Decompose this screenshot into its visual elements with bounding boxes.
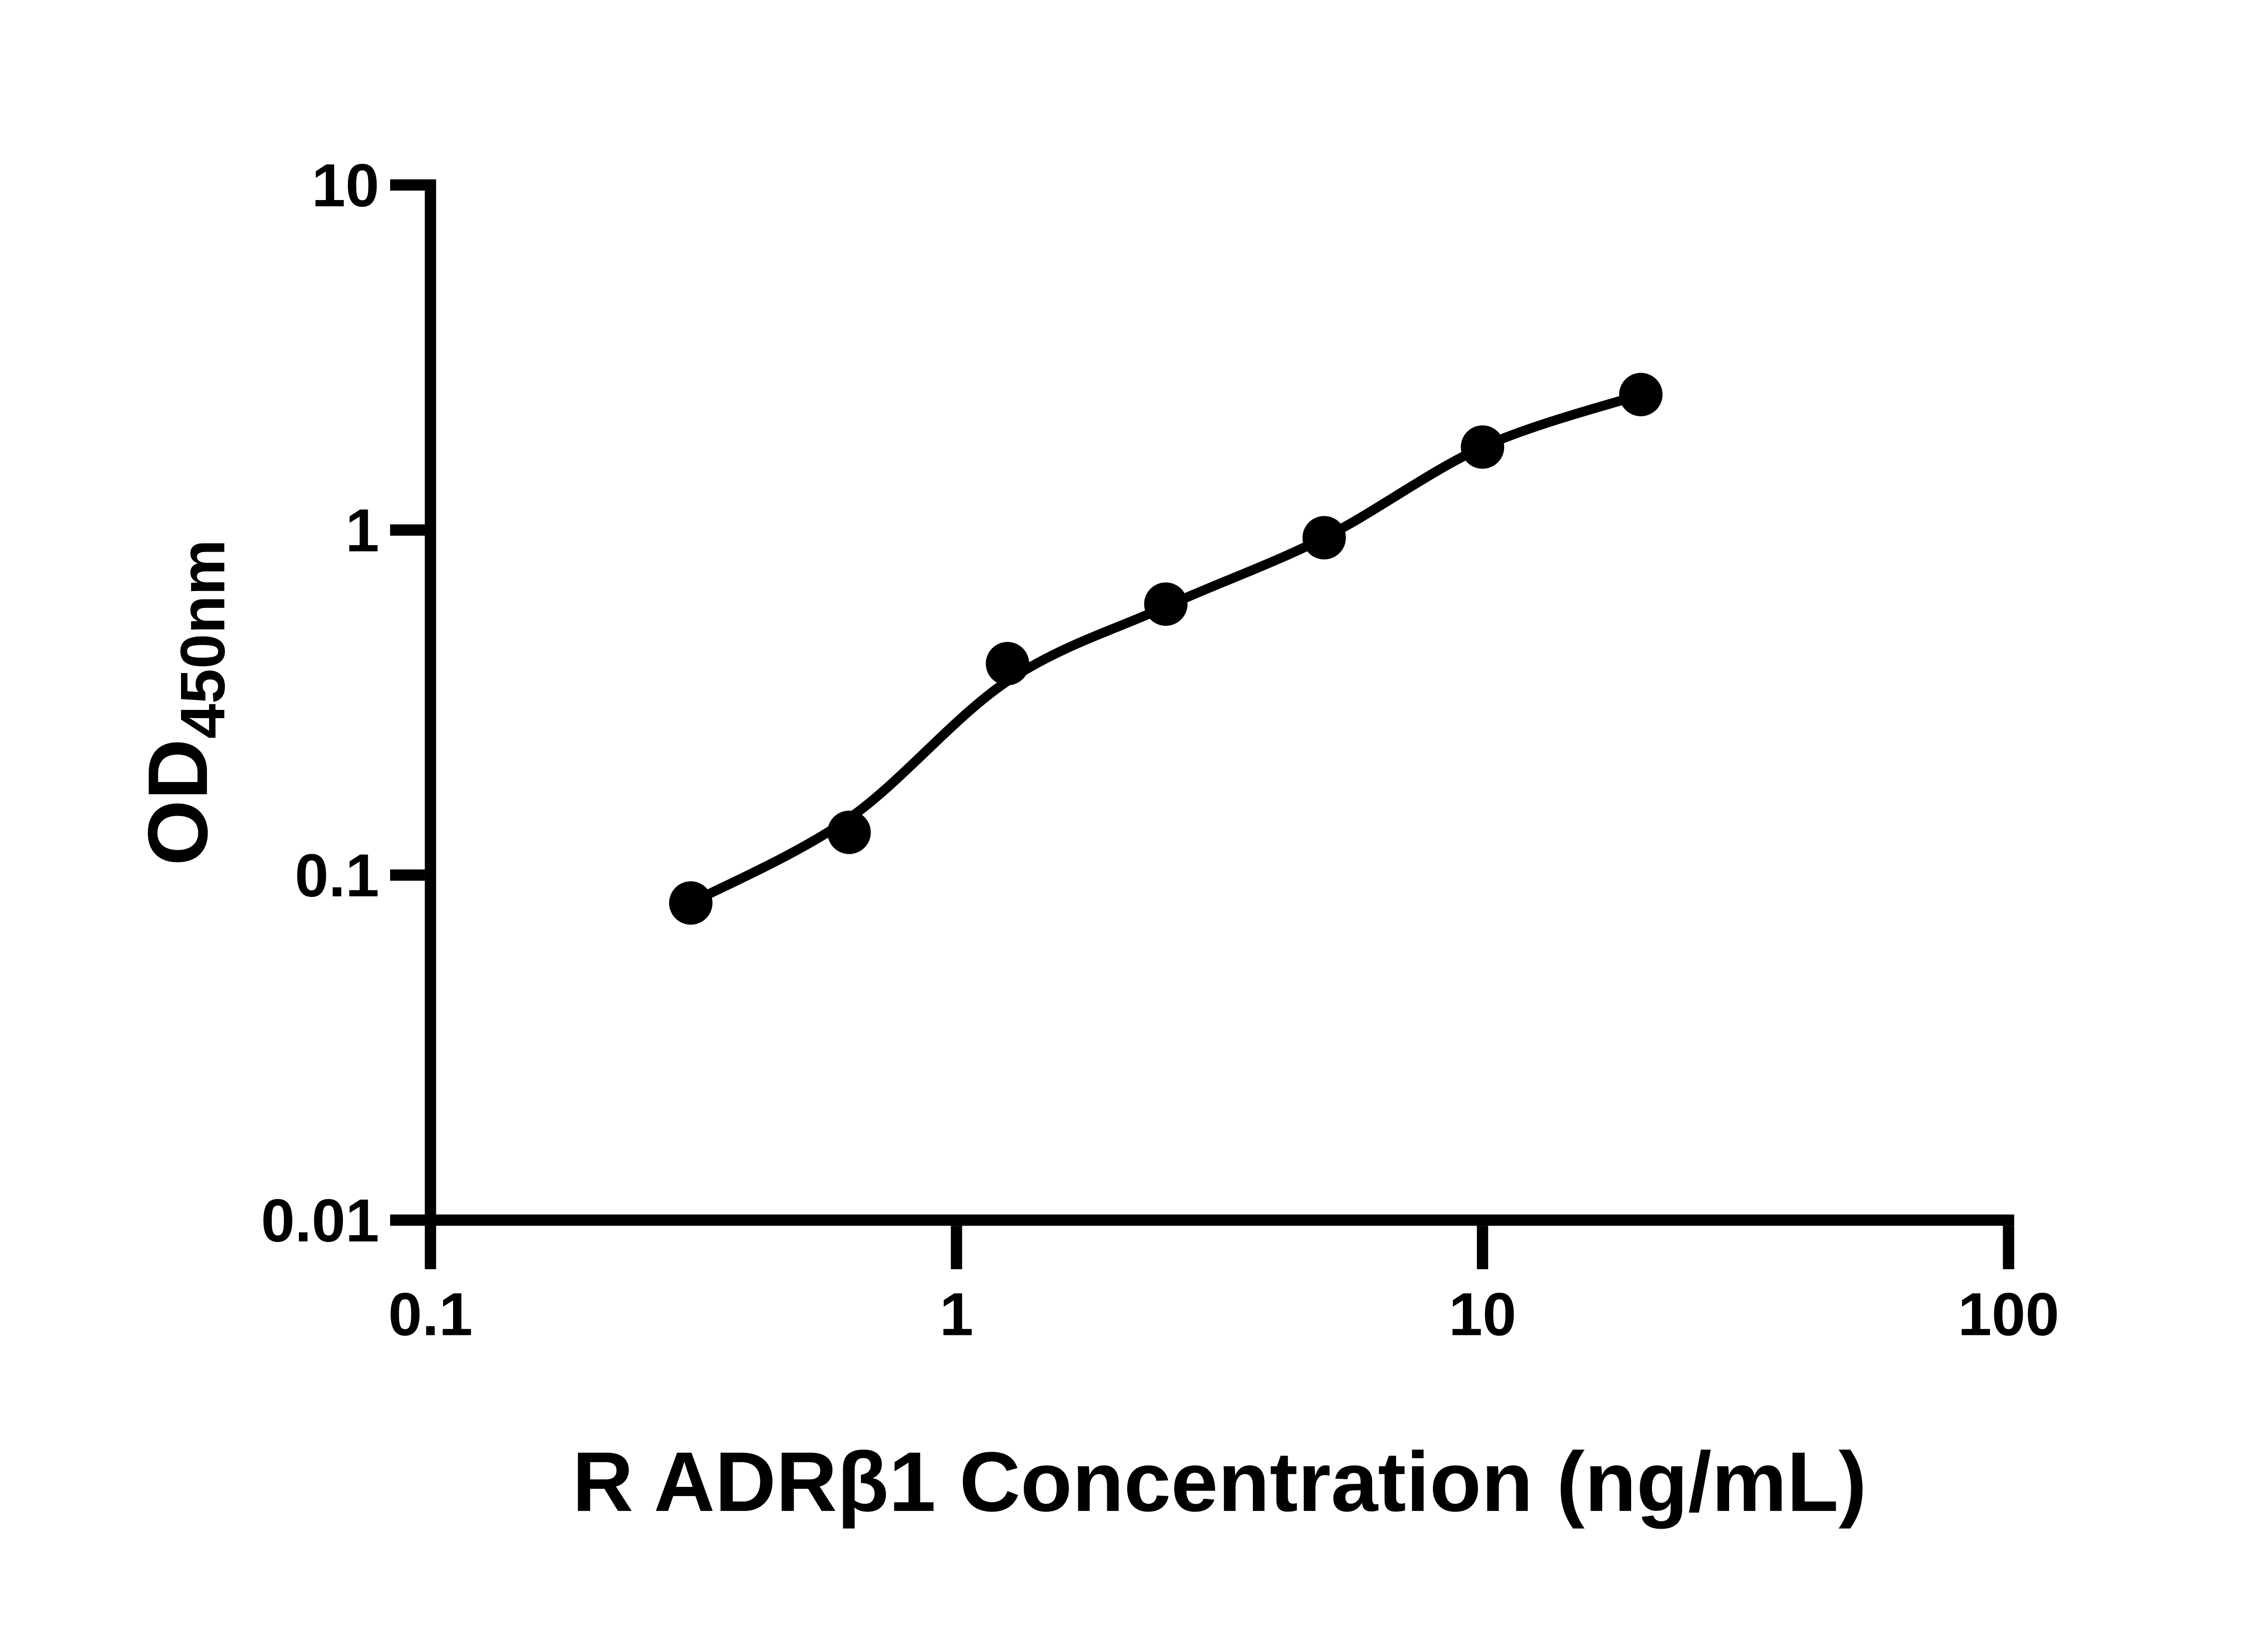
y-tick-label: 0.01 [261,1187,379,1255]
y-tick-label: 10 [312,152,379,220]
y-tick [390,179,425,191]
x-tick [1476,1226,1488,1269]
data-point [827,811,871,854]
x-tick-label: 10 [1449,1281,1516,1348]
x-axis-title: R ADRβ1 Concentration (ng/mL) [572,1434,1867,1529]
elisa-standard-curve-chart: 10 1 0.1 0.01 0.1 1 10 100 R ADRβ1 Concentration… [18,7,2250,1626]
y-axis-line [425,179,436,1226]
y-tick-label: 0.1 [295,842,379,909]
data-point [1302,516,1346,560]
data-point [1144,582,1188,626]
data-point [1619,372,1663,416]
y-axis-title-text: OD450nm [130,539,238,865]
data-point [669,881,713,925]
y-tick [390,869,425,881]
x-tick [425,1226,436,1269]
x-tick-label: 0.1 [388,1281,473,1348]
y-tick-label: 1 [346,497,380,564]
y-axis-title: OD450nm [130,539,238,865]
y-tick [390,524,425,536]
x-tick-label: 100 [1958,1281,2059,1348]
x-tick-label: 1 [939,1281,973,1348]
x-tick [2003,1226,2014,1269]
x-axis-line [425,1214,2014,1226]
data-point [1461,425,1505,469]
x-tick [951,1226,963,1269]
y-tick [390,1214,425,1226]
data-point [986,642,1029,685]
